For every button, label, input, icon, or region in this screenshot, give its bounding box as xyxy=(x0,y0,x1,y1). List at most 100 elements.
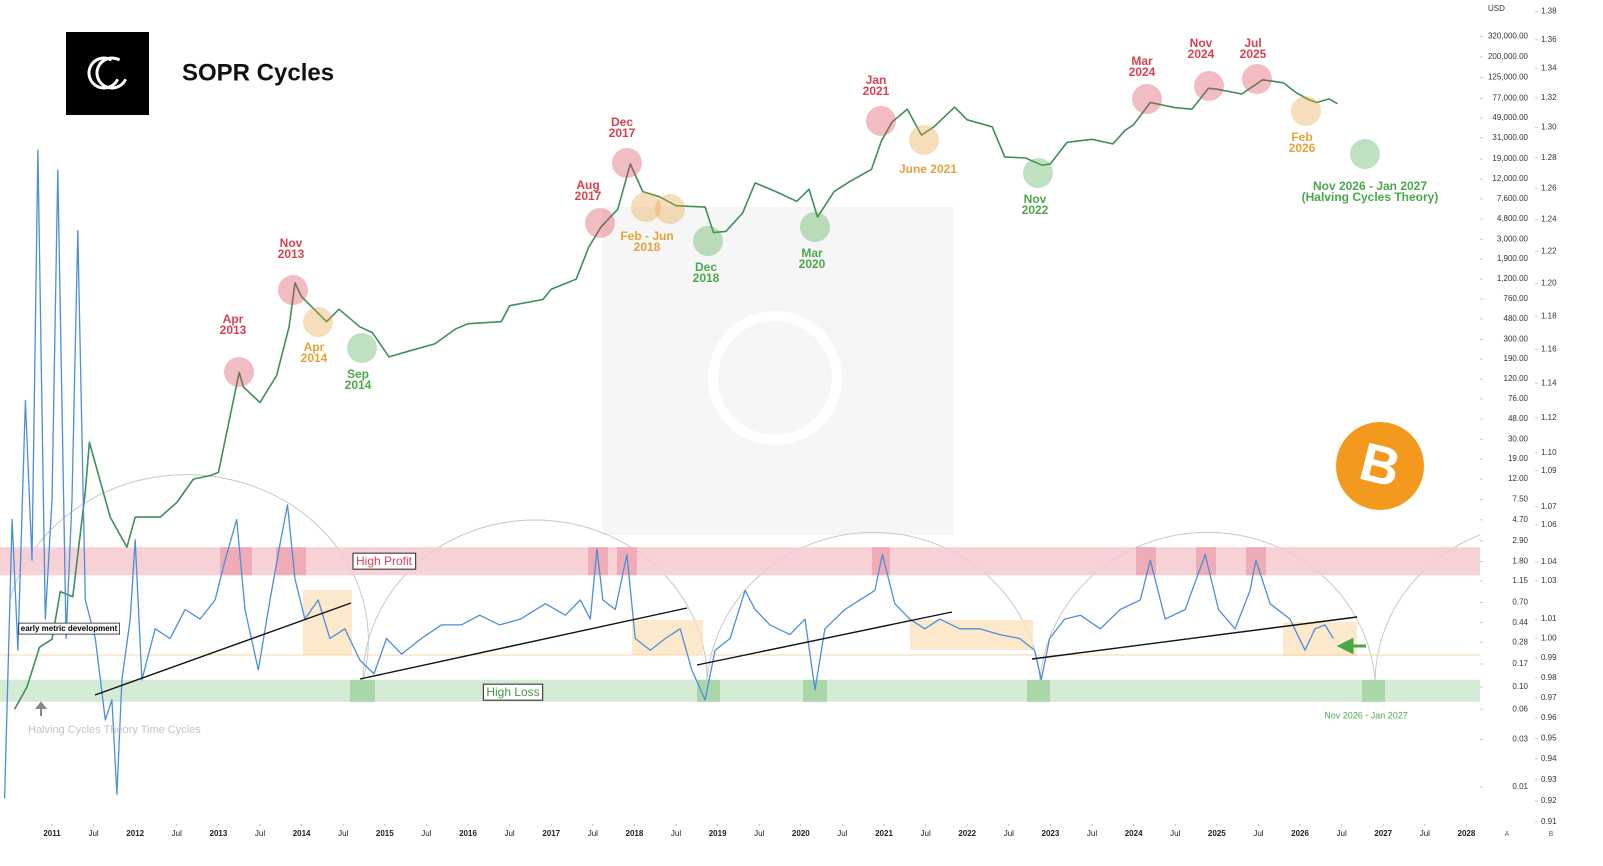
band xyxy=(0,679,1480,702)
loss-highlight xyxy=(1027,679,1050,702)
y-tick-label: 320,000.00 xyxy=(1488,32,1529,41)
y-tick-label: 0.28 xyxy=(1512,637,1528,646)
annotation-label: 2021 xyxy=(863,84,890,98)
annotation-label: Jul xyxy=(1244,36,1261,50)
loss-highlight xyxy=(803,679,827,702)
x-tick-label: Jul xyxy=(172,829,182,838)
y2-tick-label: 1.24 xyxy=(1541,215,1557,224)
y-tick-label: 0.01 xyxy=(1512,782,1528,791)
y-tick-label: 4.70 xyxy=(1512,515,1528,524)
annotation-label: Mar xyxy=(801,246,823,260)
consolidation-box xyxy=(1283,622,1357,656)
x-tick-label: 2020 xyxy=(792,829,810,838)
price-line xyxy=(13,79,1338,710)
x-tick-label: Jul xyxy=(1087,829,1097,838)
annotation-label: June 2021 xyxy=(899,162,957,176)
x-tick-label: Jul xyxy=(1253,829,1263,838)
profit-highlight xyxy=(276,547,306,576)
y2-tick-label: 1.06 xyxy=(1541,520,1557,529)
annotation-label: 2013 xyxy=(278,247,305,261)
y2-tick-label: 1.01 xyxy=(1541,614,1557,623)
annotation-marker xyxy=(224,357,254,387)
band-label-box xyxy=(352,552,417,570)
y2-tick-label: 1.00 xyxy=(1541,634,1557,643)
x-tick-label: 2022 xyxy=(958,829,976,838)
y-tick-label: 19.00 xyxy=(1508,454,1529,463)
band-label: High Loss xyxy=(486,685,539,699)
y2-tick-label: 0.93 xyxy=(1541,775,1557,784)
annotation-marker xyxy=(909,125,939,155)
x-tick-label: Jul xyxy=(754,829,764,838)
y-tick-label: 760.00 xyxy=(1504,294,1529,303)
trend-line xyxy=(94,602,352,696)
y-tick-label: 77,000.00 xyxy=(1492,93,1528,102)
annotation-label: 2026 xyxy=(1289,141,1316,155)
x-tick-label: 2016 xyxy=(459,829,477,838)
y2-tick-label: 1.10 xyxy=(1541,448,1557,457)
y2-tick-label: 0.95 xyxy=(1541,733,1557,742)
annotation-label: Mar xyxy=(1131,54,1153,68)
annotation-label: Nov xyxy=(1024,192,1047,206)
y2-tick-label: 0.99 xyxy=(1541,653,1557,662)
y-tick-label: 1.15 xyxy=(1512,576,1528,585)
y-axis-label: USD xyxy=(1488,4,1505,13)
y-tick-label: 19,000.00 xyxy=(1492,154,1528,163)
y-tick-label: 0.17 xyxy=(1512,659,1528,668)
annotation-marker xyxy=(631,192,661,222)
annotation-label: Feb - Jun xyxy=(620,229,673,243)
x-tick-label: Jul xyxy=(1004,829,1014,838)
y-tick-label: 120.00 xyxy=(1504,374,1529,383)
annotation-label: 2017 xyxy=(575,189,602,203)
annotation-marker xyxy=(1350,139,1380,169)
brand-logo xyxy=(66,32,149,115)
y-tick-label: 300.00 xyxy=(1504,334,1529,343)
y2-tick-label: 1.38 xyxy=(1541,6,1557,15)
x-tick-label: 2027 xyxy=(1374,829,1392,838)
x-tick-label: 2011 xyxy=(43,829,61,838)
y2-tick-label: 1.20 xyxy=(1541,279,1557,288)
annotation-label: Feb xyxy=(1291,130,1312,144)
annotation-label: 2017 xyxy=(609,126,636,140)
x-tick-label: 2013 xyxy=(210,829,228,838)
x-tick-label: 2028 xyxy=(1458,829,1476,838)
y-tick-label: 1,900.00 xyxy=(1497,254,1529,263)
y-tick-label: 0.10 xyxy=(1512,682,1528,691)
y-tick-label: 12,000.00 xyxy=(1492,174,1528,183)
y-tick-label: 1.80 xyxy=(1512,557,1528,566)
annotation-label: Aug xyxy=(576,178,599,192)
x-tick-label: Jul xyxy=(421,829,431,838)
y2-tick-label: 1.22 xyxy=(1541,246,1557,255)
note: Nov 2026 - Jan 2027 xyxy=(1324,710,1408,720)
y2-tick-label: 1.16 xyxy=(1541,345,1557,354)
y2-tick-label: 1.09 xyxy=(1541,466,1557,475)
profit-highlight xyxy=(1196,547,1216,576)
annotation-label: 2022 xyxy=(1022,203,1049,217)
consolidation-box xyxy=(303,590,352,655)
x-tick-label: 2025 xyxy=(1208,829,1226,838)
annotation-label: 2020 xyxy=(799,257,826,271)
y2-tick-label: 1.04 xyxy=(1541,557,1557,566)
y2-tick-label: 1.14 xyxy=(1541,378,1557,387)
watermark-logo xyxy=(708,311,842,445)
arc xyxy=(1374,534,1481,681)
loss-highlight xyxy=(350,679,375,702)
sopr-line xyxy=(3,149,1334,799)
trend-line xyxy=(359,607,688,680)
y-tick-label: 190.00 xyxy=(1504,354,1529,363)
y2-tick-label: 1.26 xyxy=(1541,184,1557,193)
annotation-label: 2014 xyxy=(301,351,328,365)
annotation-label: 2018 xyxy=(634,240,661,254)
y-tick-label: 200,000.00 xyxy=(1488,52,1529,61)
x-tick-label: Jul xyxy=(88,829,98,838)
annotation-marker xyxy=(1291,96,1321,126)
loss-highlight xyxy=(697,679,720,702)
y-tick-label: 48.00 xyxy=(1508,414,1529,423)
y-tick-label: 125,000.00 xyxy=(1488,72,1529,81)
y2-tick-label: 1.18 xyxy=(1541,311,1557,320)
trend-line xyxy=(696,611,953,666)
x-tick-label: Jul xyxy=(338,829,348,838)
annotation-marker xyxy=(278,275,308,305)
annotation-marker xyxy=(800,212,830,242)
y-tick-label: 0.06 xyxy=(1512,704,1528,713)
